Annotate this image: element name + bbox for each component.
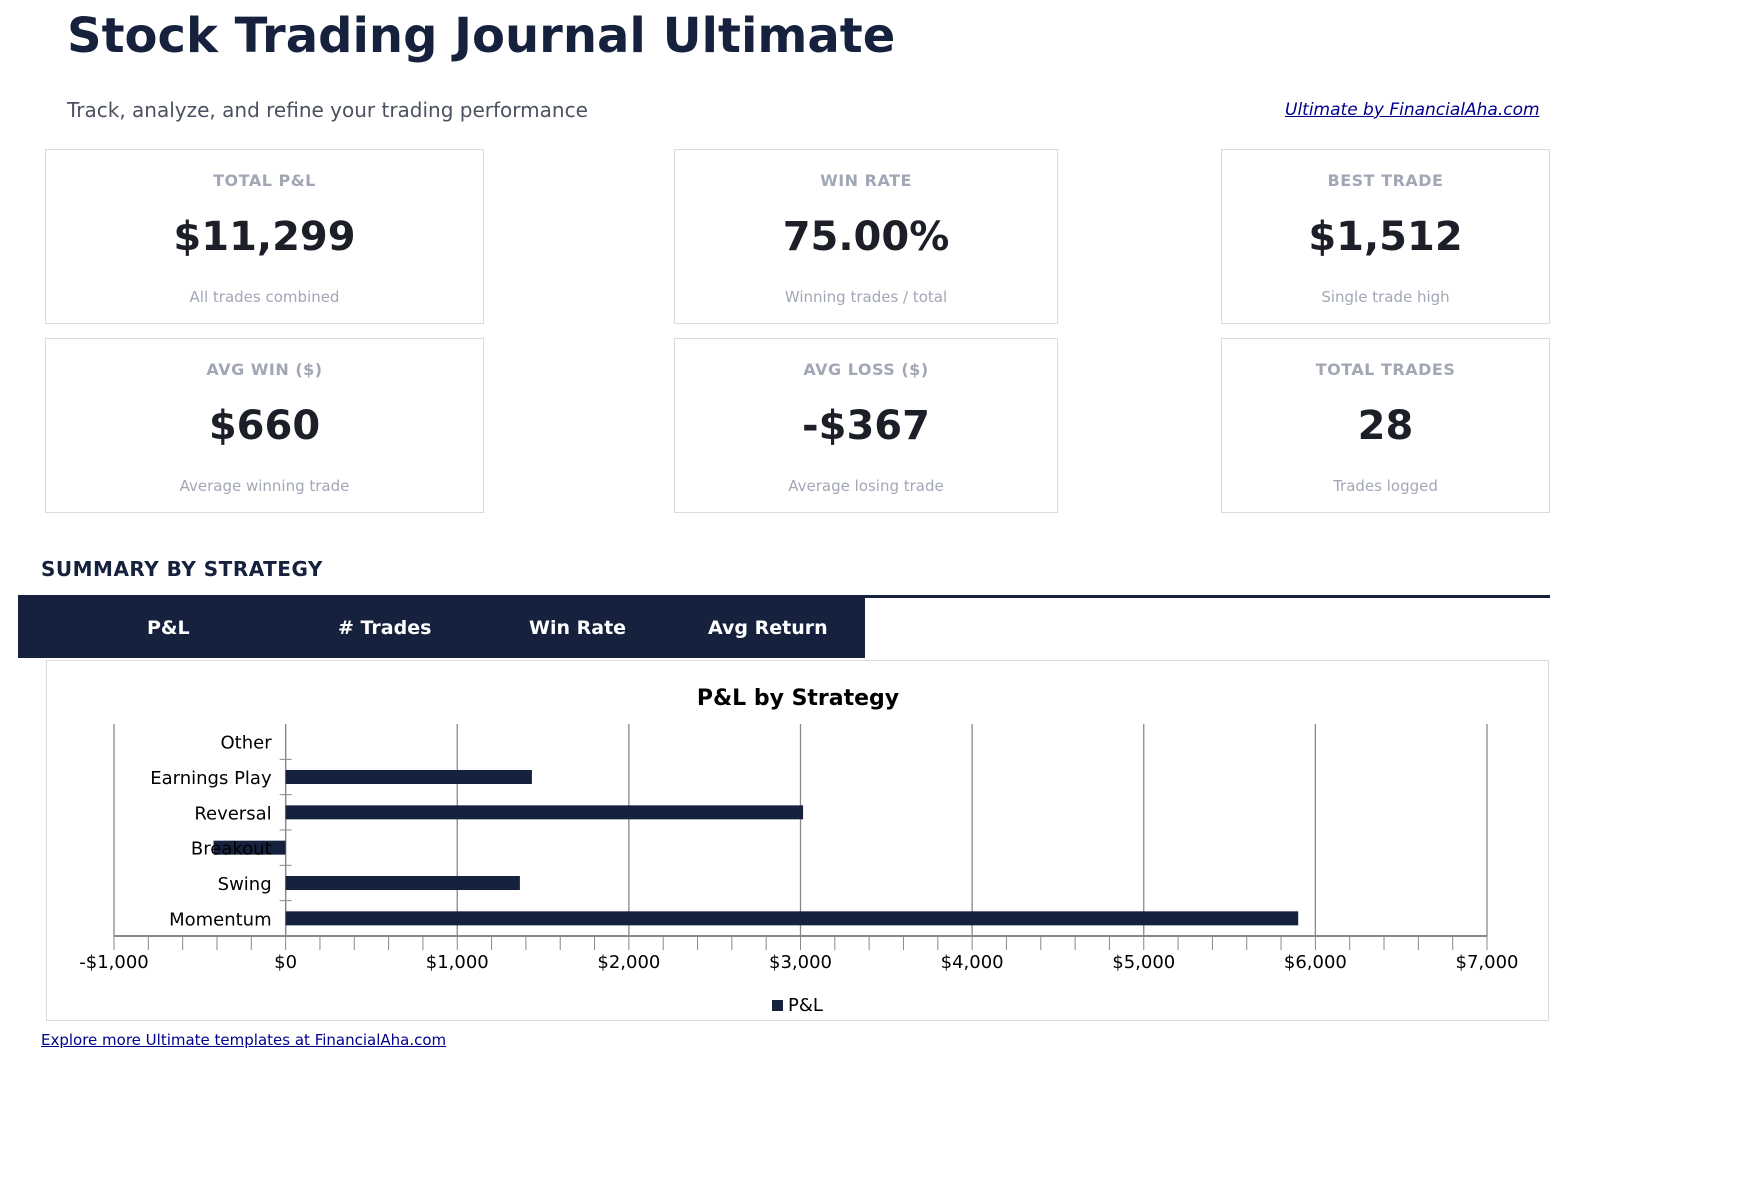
kpi-label: TOTAL P&L — [213, 171, 316, 190]
footer-link[interactable]: Explore more Ultimate templates at Finan… — [41, 1031, 447, 1049]
y-category-label: Other — [221, 733, 273, 754]
bar-momentum — [285, 911, 1299, 926]
bar-swing — [285, 876, 520, 890]
bar-earnings-play — [285, 770, 532, 784]
y-category-label: Breakout — [191, 839, 272, 860]
pnl-by-strategy-chart: P&L by Strategy -$1,000 $0 $1,000 $2,000 $3,0… — [46, 660, 1549, 1021]
y-category-label: Earnings Play — [150, 768, 272, 789]
x-tick-label: -$1,000 — [79, 952, 148, 973]
kpi-sub: Average winning trade — [179, 477, 350, 495]
kpi-value: $11,299 — [173, 214, 356, 260]
kpi-sub: Trades logged — [1333, 477, 1438, 495]
kpi-sub: All trades combined — [189, 288, 340, 306]
kpi-label: BEST TRADE — [1327, 171, 1444, 190]
chart-svg: P&L by Strategy -$1,000 $0 $1,000 $2,000 $3,0… — [79, 686, 1519, 1016]
kpi-value: 75.00% — [782, 214, 950, 260]
kpi-best-trade: BEST TRADE $1,512 Single trade high — [1221, 149, 1550, 324]
kpi-sub: Winning trades / total — [784, 288, 948, 306]
column-header-trades[interactable]: # Trades — [338, 617, 432, 639]
kpi-total-trades: TOTAL TRADES 28 Trades logged — [1221, 338, 1550, 513]
x-tick-label: $2,000 — [597, 952, 660, 973]
y-category-label: Momentum — [169, 909, 272, 930]
kpi-value: 28 — [1357, 403, 1414, 449]
kpi-avg-loss: AVG LOSS ($) -$367 Average losing trade — [674, 338, 1058, 513]
column-header-avg-return[interactable]: Avg Return — [708, 617, 828, 639]
kpi-label: AVG LOSS ($) — [803, 360, 929, 379]
x-tick-label: $0 — [274, 952, 297, 973]
legend-swatch — [772, 1000, 783, 1011]
section-title: SUMMARY BY STRATEGY — [41, 557, 323, 581]
summary-table-header: P&L # Trades Win Rate Avg Return — [18, 595, 865, 658]
kpi-sub: Single trade high — [1321, 288, 1450, 306]
kpi-avg-win: AVG WIN ($) $660 Average winning trade — [45, 338, 484, 513]
x-tick-label: $1,000 — [426, 952, 489, 973]
column-header-pnl[interactable]: P&L — [147, 617, 190, 639]
kpi-value: $660 — [208, 403, 321, 449]
kpi-value: $1,512 — [1308, 214, 1463, 260]
x-tick-label: $5,000 — [1112, 952, 1175, 973]
bar-reversal — [285, 805, 804, 820]
kpi-win-rate: WIN RATE 75.00% Winning trades / total — [674, 149, 1058, 324]
y-category-label: Swing — [218, 874, 272, 895]
chart-title: P&L by Strategy — [697, 686, 899, 711]
brand-link[interactable]: Ultimate by FinancialAha.com — [1285, 100, 1540, 120]
kpi-label: AVG WIN ($) — [206, 360, 323, 379]
x-tick-label: $3,000 — [769, 952, 832, 973]
column-header-win-rate[interactable]: Win Rate — [529, 617, 627, 639]
kpi-label: WIN RATE — [820, 171, 912, 190]
x-tick-label: $6,000 — [1284, 952, 1347, 973]
x-tick-label: $4,000 — [941, 952, 1004, 973]
y-category-label: Reversal — [194, 803, 271, 824]
kpi-total-pnl: TOTAL P&L $11,299 All trades combined — [45, 149, 484, 324]
section-rule — [865, 595, 1550, 598]
page-title: Stock Trading Journal Ultimate — [67, 8, 896, 64]
bar-breakout — [213, 840, 286, 855]
kpi-value: -$367 — [802, 403, 930, 449]
page-subtitle: Track, analyze, and refine your trading … — [67, 98, 588, 122]
kpi-sub: Average losing trade — [788, 477, 944, 495]
x-tick-label: $7,000 — [1456, 952, 1519, 973]
legend-label: P&L — [788, 995, 823, 1016]
kpi-label: TOTAL TRADES — [1315, 360, 1456, 379]
